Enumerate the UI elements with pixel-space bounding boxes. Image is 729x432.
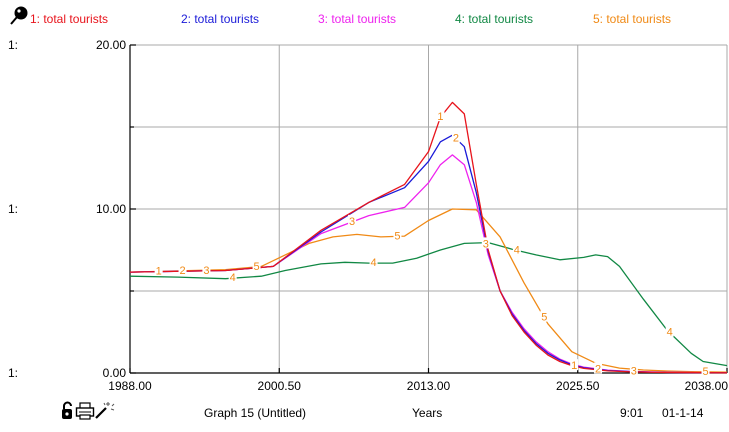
series-marker-bg [701, 364, 710, 376]
series-marker-1: 1 [437, 111, 443, 123]
series-marker-2: 2 [595, 363, 601, 375]
y-tick-label: 0.00 [103, 366, 127, 380]
series-marker-bg [369, 256, 378, 268]
series-marker-bg [348, 214, 357, 226]
grid [130, 44, 728, 373]
x-tick-label: 2000.50 [258, 379, 302, 393]
series-marker-bg [436, 110, 445, 122]
y-axis-prefix: 1: [8, 38, 18, 52]
series-marker-bg [154, 264, 163, 276]
series-marker-bg [594, 362, 603, 374]
series-marker-bg [570, 359, 579, 371]
series-marker-4: 4 [230, 272, 236, 284]
clock-date: 01-1-14 [662, 406, 704, 420]
series-marker-bg [665, 325, 674, 337]
y-axis-prefix: 1: [8, 202, 18, 216]
legend-item-4: 4: total tourists [455, 12, 534, 26]
series-marker-bg [228, 271, 237, 283]
series-marker-2: 2 [179, 265, 185, 277]
unlock-icon[interactable] [62, 401, 72, 420]
series-marker-4: 4 [514, 244, 520, 256]
series-marker-5: 5 [394, 230, 400, 242]
y-tick-label: 10.00 [96, 202, 126, 216]
series-marker-4: 4 [667, 327, 673, 339]
y-axis-prefix: 1: [8, 366, 18, 380]
series-marker-bg [202, 263, 211, 275]
series-marker-bg [178, 264, 187, 276]
series-marker-1: 1 [156, 266, 162, 278]
series-marker-3: 3 [483, 238, 489, 250]
pushpin-icon[interactable] [10, 6, 28, 25]
series-marker-5: 5 [541, 312, 547, 324]
series-marker-bg [252, 259, 261, 271]
series-marker-3: 3 [631, 366, 637, 378]
series-marker-5: 5 [702, 366, 708, 378]
graph-title: Graph 15 (Untitled) [204, 406, 307, 420]
legend-item-2: 2: total tourists [181, 12, 260, 26]
magic-wand-icon[interactable] [95, 402, 115, 419]
series-marker-bg [451, 131, 460, 143]
series-marker-3: 3 [349, 216, 355, 228]
x-tick-label: 2013.00 [407, 379, 451, 393]
legend-item-3: 3: total tourists [318, 12, 397, 26]
series-marker-bg [481, 237, 490, 249]
tick-labels: 1988.00 2000.50 2013.00 2025.50 2038.00 1: 0.0… [8, 38, 728, 393]
y-tick-label: 20.00 [96, 38, 126, 52]
clock-time: 9:01 [620, 406, 644, 420]
series-marker-2: 2 [453, 133, 459, 145]
printer-icon[interactable] [75, 402, 95, 420]
series-marker-bg [512, 243, 521, 255]
series-line-1 [129, 101, 728, 374]
x-tick-label: 1988.00 [108, 379, 152, 393]
series-marker-1: 1 [571, 360, 577, 372]
axes [129, 44, 728, 374]
legend-item-1: 1: total tourists [30, 12, 109, 26]
x-tick-label: 2038.00 [685, 379, 729, 393]
series-marker-bg [540, 310, 549, 322]
series-lines [129, 101, 728, 374]
series-marker-4: 4 [371, 257, 377, 269]
legend-item-5: 5: total tourists [593, 12, 672, 26]
series-marker-3: 3 [203, 265, 209, 277]
series-marker-bg [629, 364, 638, 376]
x-axis-label: Years [412, 406, 443, 420]
series-marker-5: 5 [254, 261, 260, 273]
x-tick-label: 2025.50 [556, 379, 600, 393]
series-marker-bg [393, 229, 402, 241]
